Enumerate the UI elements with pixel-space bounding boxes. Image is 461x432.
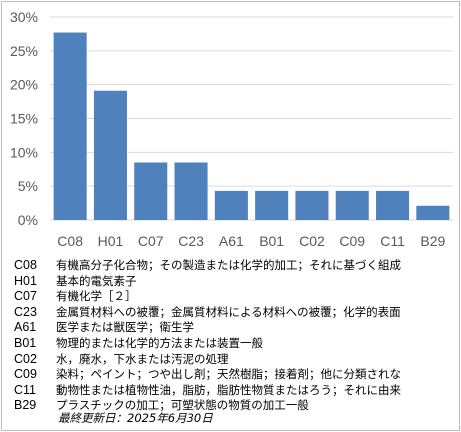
y-tick-label: 0%: [18, 212, 38, 228]
x-tick-label: C08: [57, 233, 83, 249]
legend-desc: 基本的電気素子: [56, 273, 137, 288]
x-tick-label: B29: [420, 233, 445, 249]
legend-desc: 医学または獣医学；衛生学: [56, 320, 194, 335]
bar: [53, 32, 87, 221]
legend-row: A61 医学または獣医学；衛生学: [14, 320, 454, 336]
legend-row: C08 有機高分子化合物；その製造または化学的加工；それに基づく組成: [14, 258, 454, 274]
legend-desc: 染料；ペイント；つや出し剤；天然樹脂；接着剤；他に分類されな: [56, 367, 401, 382]
legend-row: C23 金属質材料への被覆；金属質材料による材料への被覆；化学的表面: [14, 305, 454, 321]
legend-code: C07: [14, 289, 37, 304]
legend-desc: 有機化学［２］: [56, 289, 137, 304]
legend-code: C23: [14, 304, 37, 319]
x-tick-label: C23: [178, 233, 204, 249]
legend-code: C08: [14, 258, 37, 272]
legend-row: B01 物理的または化学的方法または装置一般: [14, 336, 454, 352]
bar: [376, 190, 410, 220]
last-updated: 最終更新日：2025年6月30日: [58, 411, 213, 425]
y-tick-label: 25%: [10, 43, 38, 59]
bar: [214, 190, 248, 220]
bar: [335, 190, 369, 220]
y-tick-label: 20%: [10, 77, 38, 93]
legend-code: B01: [14, 335, 37, 350]
x-tick-label: C02: [299, 233, 325, 249]
legend-row: C09 染料；ペイント；つや出し剤；天然樹脂；接着剤；他に分類されな: [14, 367, 454, 383]
bar: [93, 90, 127, 220]
legend-row: C07 有機化学［２］: [14, 289, 454, 305]
legend-row: H01 基本的電気素子: [14, 274, 454, 290]
x-tick-label: A61: [219, 233, 244, 249]
bar: [255, 190, 289, 220]
legend-row: C11 動物性または植物性油，脂肪，脂肪性物質またはろう；それに由来: [14, 383, 454, 399]
bar: [295, 190, 329, 220]
legend-row: B29 プラスチックの加工；可塑状態の物質の加工一般: [14, 398, 454, 414]
legend-code: C11: [14, 382, 37, 397]
bar: [174, 162, 208, 220]
legend-code: B29: [14, 398, 37, 413]
x-tick-label: C11: [380, 233, 405, 249]
legend-code: C09: [14, 367, 37, 382]
bar: [416, 205, 450, 220]
legend-desc: 物理的または化学的方法または装置一般: [56, 335, 263, 350]
x-tick-label: H01: [98, 233, 124, 249]
x-tick-label: C07: [138, 233, 164, 249]
y-tick-label: 30%: [10, 9, 38, 25]
legend-desc: プラスチックの加工；可塑状態の物質の加工一般: [56, 398, 309, 413]
y-tick-label: 10%: [10, 144, 38, 160]
legend-code: A61: [14, 320, 37, 335]
bar: [134, 162, 168, 220]
legend-code: C02: [14, 351, 37, 366]
y-tick-label: 5%: [18, 178, 38, 194]
legend-desc: 金属質材料への被覆；金属質材料による材料への被覆；化学的表面: [56, 304, 401, 319]
bar-chart: 0% 5% 10% 15% 20% 25% 30% C08 H01 C07 C23 A61 B01 C02…: [10, 9, 453, 249]
legend-desc: 動物性または植物性油，脂肪，脂肪性物質またはろう；それに由来: [56, 382, 401, 397]
x-tick-label: C09: [339, 233, 365, 249]
x-tick-label: B01: [259, 233, 284, 249]
legend-desc: 有機高分子化合物；その製造または化学的加工；それに基づく組成: [56, 258, 401, 272]
y-tick-label: 15%: [10, 111, 38, 127]
legend-code: H01: [14, 273, 37, 288]
legend-row: C02 水，廃水，下水または汚泥の処理: [14, 352, 454, 368]
legend-desc: 水，廃水，下水または汚泥の処理: [56, 351, 229, 366]
legend: C08 有機高分子化合物；その製造または化学的加工；それに基づく組成 H01 基本的…: [14, 258, 454, 414]
